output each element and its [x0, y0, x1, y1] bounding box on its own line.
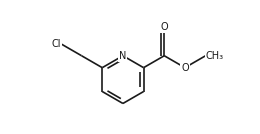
Text: O: O: [181, 63, 189, 73]
Text: CH₃: CH₃: [206, 51, 224, 61]
Text: Cl: Cl: [51, 39, 61, 49]
Text: N: N: [119, 51, 127, 61]
Text: O: O: [160, 22, 168, 32]
